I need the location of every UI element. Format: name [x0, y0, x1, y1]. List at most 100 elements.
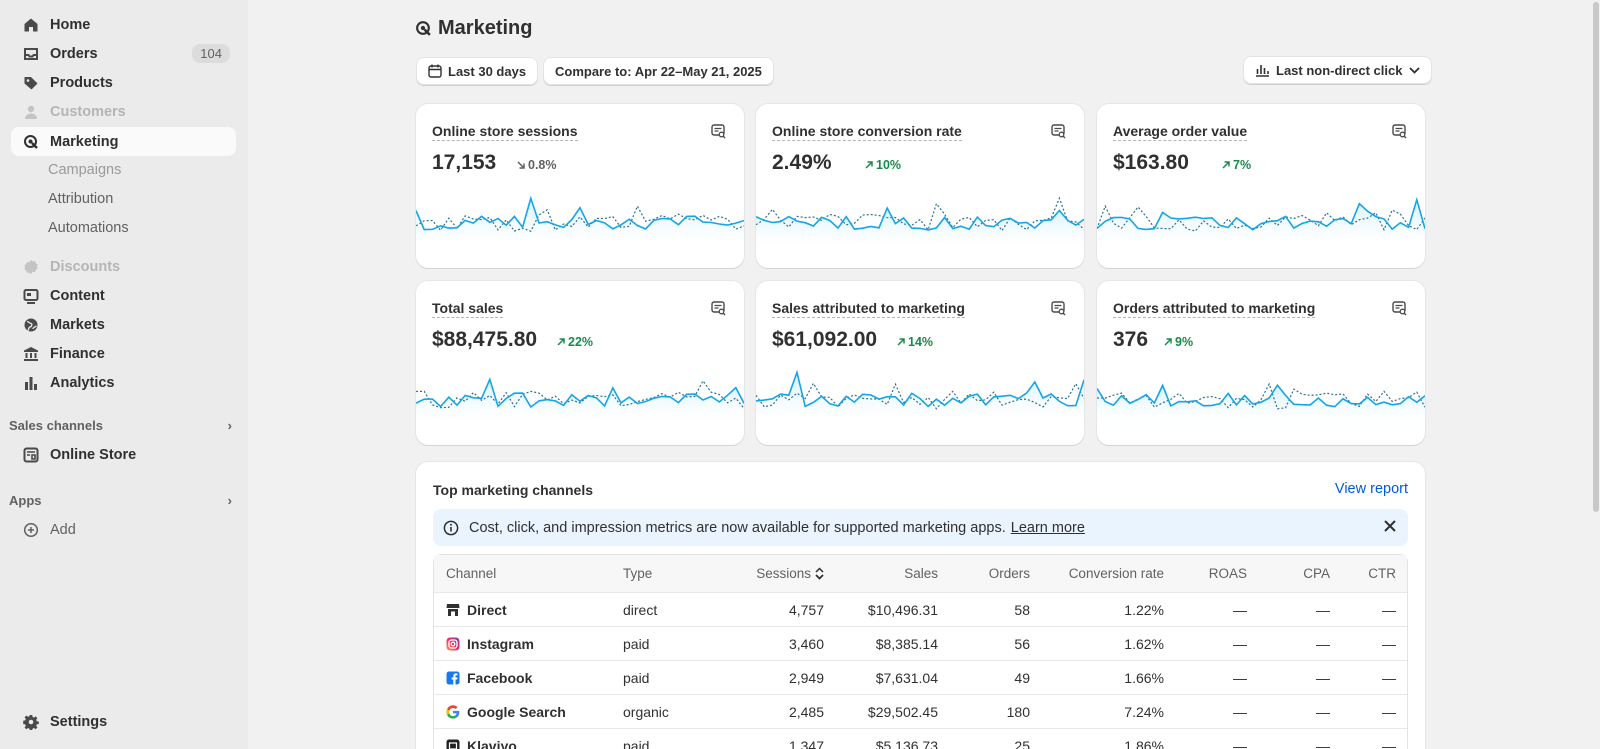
metric-value: 2.49%	[772, 151, 832, 174]
metric-title[interactable]: Sales attributed to marketing	[772, 300, 965, 318]
chart-explore-icon[interactable]	[1392, 124, 1407, 139]
nav-analytics[interactable]: Analytics	[11, 368, 236, 397]
sales-channels-header[interactable]: Sales channels ›	[9, 418, 234, 433]
gear-icon	[23, 714, 39, 730]
nav-attribution[interactable]: Attribution	[48, 191, 114, 207]
chart-explore-icon[interactable]	[1392, 301, 1407, 316]
bank-icon	[23, 346, 39, 362]
table-row[interactable]: Instagram paid 3,460 $8,385.14 56 1.62% — — —	[434, 627, 1407, 661]
table-cell-conversion: 1.22%	[1124, 601, 1164, 618]
channel-cell[interactable]: Facebook	[446, 661, 616, 694]
content-icon	[23, 288, 39, 304]
metric-card[interactable]: Total sales $88,475.80 22%	[416, 281, 744, 445]
column-header[interactable]: Channel	[446, 555, 616, 592]
nav-finance[interactable]: Finance	[11, 339, 236, 368]
orders-count-badge: 104	[192, 44, 230, 63]
column-header-label: Sessions	[756, 566, 811, 581]
nav-marketing-label: Marketing	[50, 133, 119, 150]
column-header[interactable]: CTR	[1332, 555, 1396, 592]
metric-title[interactable]: Online store conversion rate	[772, 123, 962, 141]
nav-automations[interactable]: Automations	[48, 220, 129, 236]
metric-title[interactable]: Average order value	[1113, 123, 1248, 141]
channel-cell[interactable]: Instagram	[446, 627, 616, 660]
view-report-link[interactable]: View report	[1334, 481, 1408, 497]
sort-icon[interactable]	[815, 567, 824, 580]
compare-button[interactable]: Compare to: Apr 22–May 21, 2025	[543, 57, 774, 85]
channels-card-title: Top marketing channels	[433, 482, 593, 498]
column-header-label: Orders	[988, 566, 1030, 581]
page-scrollbar[interactable]	[1592, 0, 1600, 749]
sparkline-area	[1097, 385, 1425, 427]
nav-campaigns[interactable]: Campaigns	[48, 162, 122, 178]
scrollbar-thumb[interactable]	[1593, 2, 1599, 512]
chart-explore-icon[interactable]	[711, 301, 726, 316]
metric-change: 0.8%	[517, 158, 557, 172]
channel-cell[interactable]: Google Search	[446, 695, 616, 728]
table-cell-ctr: —	[1382, 737, 1396, 749]
close-icon[interactable]	[1383, 519, 1397, 533]
chart-explore-icon[interactable]	[1051, 301, 1066, 316]
column-header[interactable]: ROAS	[1169, 555, 1247, 592]
apps-header[interactable]: Apps ›	[9, 493, 234, 508]
date-range-button[interactable]: Last 30 days	[416, 57, 539, 85]
nav-products[interactable]: Products	[11, 68, 236, 97]
column-header[interactable]: Conversion rate	[1034, 555, 1164, 592]
nav-home-label: Home	[50, 16, 91, 33]
table-row[interactable]: Facebook paid 2,949 $7,631.04 49 1.66% — — —	[434, 661, 1407, 695]
arrow-up-right-icon	[557, 338, 565, 346]
column-header[interactable]: Orders	[944, 555, 1030, 592]
column-header[interactable]: CPA	[1252, 555, 1330, 592]
metric-card[interactable]: Average order value $163.80 7%	[1097, 104, 1425, 268]
nav-home[interactable]: Home	[11, 10, 236, 39]
table-cell-sales: $10,496.31	[867, 601, 938, 618]
chart-explore-icon[interactable]	[711, 124, 726, 139]
attribution-model-button[interactable]: Last non-direct click	[1243, 56, 1433, 84]
calendar-icon	[428, 64, 442, 78]
table-cell-cpa: —	[1316, 703, 1330, 720]
nav-content[interactable]: Content	[11, 281, 236, 310]
metric-title[interactable]: Total sales	[432, 300, 504, 318]
column-header[interactable]: Sales	[834, 555, 938, 592]
metric-title[interactable]: Online store sessions	[432, 123, 578, 141]
sparkline-chart	[416, 195, 744, 250]
column-header[interactable]: Type	[623, 555, 723, 592]
bar-chart-icon	[1255, 63, 1270, 77]
nav-settings[interactable]: Settings	[11, 707, 236, 736]
chevron-right-icon[interactable]: ›	[227, 418, 232, 433]
compare-label: Compare to: Apr 22–May 21, 2025	[555, 63, 762, 79]
metric-card[interactable]: Orders attributed to marketing 376 9%	[1097, 281, 1425, 445]
learn-more-link[interactable]: Learn more	[1010, 519, 1085, 536]
channel-name: Klaviyo	[467, 737, 517, 749]
metric-card[interactable]: Online store conversion rate 2.49% 10%	[756, 104, 1084, 268]
metric-card[interactable]: Sales attributed to marketing $61,092.00 1…	[756, 281, 1084, 445]
chart-explore-icon[interactable]	[1051, 124, 1066, 139]
table-row[interactable]: Google Search organic 2,485 $29,502.45 180 7.…	[434, 695, 1407, 729]
nav-online-store[interactable]: Online Store	[11, 440, 236, 469]
sparkline-current-period	[756, 206, 1084, 231]
metric-card[interactable]: Online store sessions 17,153 0.8%	[416, 104, 744, 268]
table-cell-roas: —	[1233, 669, 1247, 686]
channel-cell[interactable]: Klaviyo	[446, 729, 616, 749]
nav-markets[interactable]: Markets	[11, 310, 236, 339]
nav-orders-label: Orders	[50, 45, 98, 62]
metric-change-value: 22%	[568, 335, 594, 349]
table-header-row: Channel Type Sessions Sales Orders Conversion…	[434, 555, 1407, 593]
table-cell-conversion: 7.24%	[1124, 703, 1164, 720]
column-header-label: Type	[623, 566, 653, 581]
nav-customers[interactable]: Customers	[11, 97, 236, 126]
nav-orders[interactable]: Orders 104	[11, 39, 236, 68]
metric-title[interactable]: Orders attributed to marketing	[1113, 300, 1316, 318]
table-cell-conversion: 1.86%	[1124, 737, 1164, 749]
table-row[interactable]: Klaviyo paid 1,347 $5,136.73 25 1.86% — — —	[434, 729, 1407, 749]
nav-online-store-label: Online Store	[50, 446, 137, 463]
chevron-right-icon[interactable]: ›	[227, 493, 232, 508]
nav-discounts[interactable]: Discounts	[11, 252, 236, 281]
nav-marketing[interactable]: Marketing	[11, 127, 236, 156]
channel-cell[interactable]: Direct	[446, 593, 616, 626]
nav-products-label: Products	[50, 74, 113, 91]
table-row[interactable]: Direct direct 4,757 $10,496.31 58 1.22% — — —	[434, 593, 1407, 627]
nav-add-app[interactable]: Add	[11, 515, 236, 544]
google-icon	[446, 704, 460, 719]
sparkline-chart	[1097, 382, 1425, 427]
column-header[interactable]: Sessions	[684, 555, 824, 592]
